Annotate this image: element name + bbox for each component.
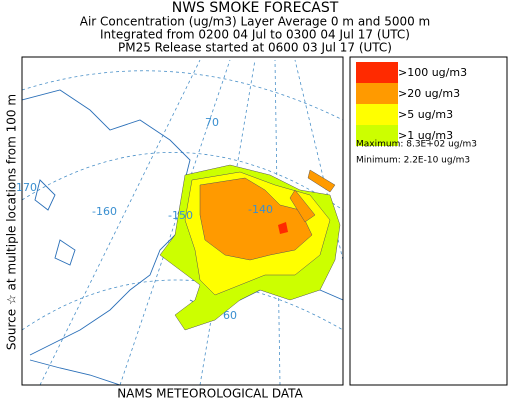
legend-label: >5 ug/m3 (398, 108, 453, 121)
legend-frame (349, 56, 508, 386)
graticule-label: 70 (205, 116, 219, 129)
graticule-label: -140 (248, 203, 273, 216)
graticule-label: 60 (223, 309, 237, 322)
legend-label: >100 ug/m3 (398, 66, 467, 79)
legend-maximum: Maximum: 8.3E+02 ug/m3 (356, 140, 477, 150)
legend-minimum: Minimum: 2.2E-10 ug/m3 (356, 156, 470, 166)
map (21, 56, 344, 386)
footer: NAMS METEOROLOGICAL DATA (117, 387, 303, 401)
header-line: Integrated from 0200 04 Jul to 0300 04 J… (100, 28, 410, 42)
graticule-label: -170 (12, 181, 37, 194)
legend-label: >1 ug/m3 (398, 129, 453, 142)
title: NWS SMOKE FORECAST (172, 0, 339, 16)
legend-swatch (356, 125, 398, 146)
legend-swatch (356, 83, 398, 104)
header-line: Air Concentration (ug/m3) Layer Average … (80, 15, 431, 29)
header-line: PM25 Release started at 0600 03 Jul 17 (… (118, 41, 392, 55)
legend-label: >20 ug/m3 (398, 87, 460, 100)
legend-swatch (356, 104, 398, 125)
graticule-label: -150 (168, 209, 193, 222)
side-label: Source ☆ at multiple locations from 100 … (5, 94, 19, 350)
graticule-label: -160 (92, 205, 117, 218)
legend-swatch (356, 62, 398, 83)
